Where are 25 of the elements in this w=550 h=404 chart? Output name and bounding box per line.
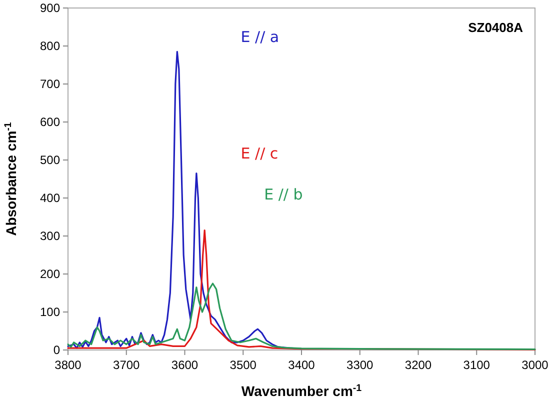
y-tick-label: 700 xyxy=(40,77,60,92)
y-tick-label: 0 xyxy=(53,343,60,358)
x-tick-label: 3200 xyxy=(404,358,432,372)
x-tick-label: 3600 xyxy=(171,358,198,372)
x-tick-label: 3100 xyxy=(463,358,490,372)
line-series xyxy=(67,282,536,350)
x-tick-label: 3000 xyxy=(522,358,549,372)
y-tick-label: 900 xyxy=(40,1,60,16)
text: E // c xyxy=(240,144,278,162)
y-tick-label: 600 xyxy=(40,115,60,130)
y-tick-label: 400 xyxy=(40,191,60,206)
y-tick-label: 800 xyxy=(40,39,60,54)
y-tick-label: 300 xyxy=(40,229,60,244)
x-tick-label: 3500 xyxy=(230,358,257,372)
x-tick-label: 3300 xyxy=(346,358,374,372)
x-axis-title: Wavenumber cm$^{-1}$ xyxy=(241,382,362,399)
annotation: SZ0408A xyxy=(468,20,524,35)
y-tick-label: 200 xyxy=(40,267,60,282)
text: E // a xyxy=(240,28,280,46)
x-tick-label: 3700 xyxy=(113,358,140,372)
y-tick-label: 100 xyxy=(40,305,60,320)
x-tick-label: 3800 xyxy=(54,358,82,372)
y-tick-label: 500 xyxy=(40,153,60,168)
text: E // b xyxy=(264,186,303,204)
x-tick-label: 3400 xyxy=(288,358,316,372)
